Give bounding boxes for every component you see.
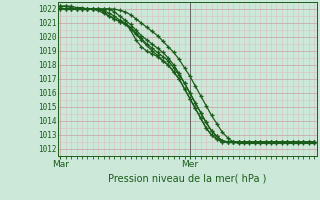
X-axis label: Pression niveau de la mer( hPa ): Pression niveau de la mer( hPa ): [108, 173, 266, 183]
